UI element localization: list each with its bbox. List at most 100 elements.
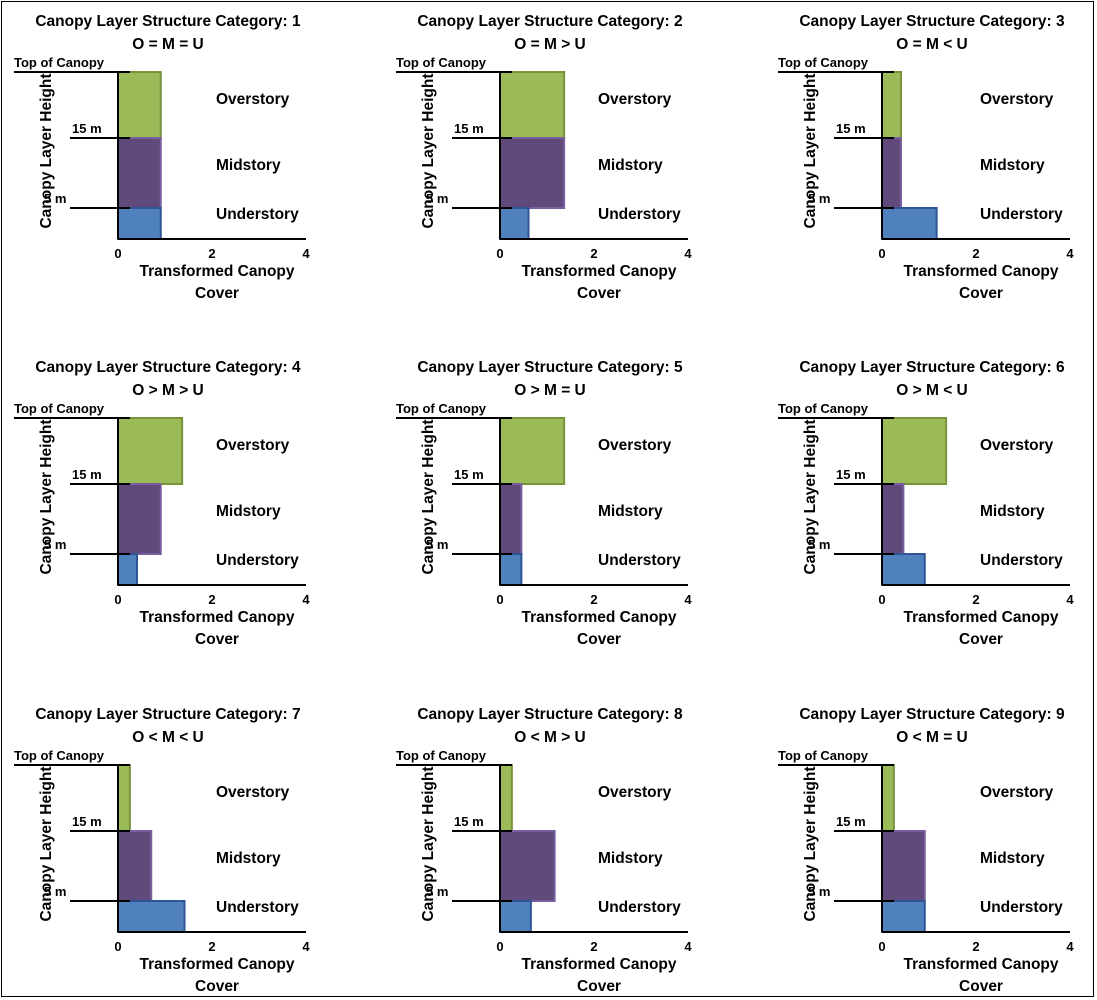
- layer-label-midstory: Midstory: [216, 157, 281, 174]
- layer-label-overstory: Overstory: [980, 91, 1054, 108]
- layer-label-overstory: Overstory: [980, 437, 1054, 454]
- x-tick-label: 2: [972, 592, 979, 607]
- x-tick-label: 4: [1066, 592, 1074, 607]
- understory-bar: [117, 553, 138, 586]
- layer-label-midstory: Midstory: [216, 503, 281, 520]
- height-tick-label: 15 m: [72, 121, 102, 136]
- x-axis-label: Transformed Canopy Cover: [521, 956, 676, 995]
- overstory-bar: [117, 71, 162, 139]
- overstory-bar: [499, 417, 566, 485]
- layer-label-understory: Understory: [598, 206, 681, 223]
- height-tick-label: 5 m: [426, 537, 448, 552]
- midstory-bar: [881, 137, 902, 209]
- layer-label-overstory: Overstory: [598, 91, 672, 108]
- height-tick-label: 15 m: [454, 814, 484, 829]
- height-tick-label: 5 m: [426, 191, 448, 206]
- overstory-bar: [499, 71, 566, 139]
- x-tick-label: 2: [208, 592, 215, 607]
- height-tick-label: 5 m: [808, 537, 830, 552]
- understory-bar: [499, 207, 530, 240]
- layer-label-midstory: Midstory: [980, 157, 1045, 174]
- x-tick-label: 4: [302, 592, 310, 607]
- x-axis-label: Transformed Canopy Cover: [139, 609, 294, 648]
- layer-label-midstory: Midstory: [216, 850, 281, 867]
- height-tick-label: 15 m: [836, 814, 866, 829]
- height-tick-label: 15 m: [836, 467, 866, 482]
- height-tick-label: 5 m: [44, 191, 66, 206]
- understory-bar: [881, 553, 926, 586]
- chart-title: Canopy Layer Structure Category: 2: [417, 13, 682, 30]
- height-tick-label: 5 m: [426, 884, 448, 899]
- y-axis-label: Canopy Layer Height: [420, 419, 437, 574]
- y-axis-label: Canopy Layer Height: [420, 766, 437, 921]
- layer-label-overstory: Overstory: [216, 91, 290, 108]
- chart-subtitle: O = M = U: [132, 36, 204, 53]
- chart-title: Canopy Layer Structure Category: 9: [799, 706, 1065, 723]
- layer-label-understory: Understory: [980, 206, 1063, 223]
- x-axis-label: Transformed Canopy Cover: [903, 956, 1058, 995]
- x-tick-label: 4: [684, 592, 692, 607]
- layer-label-overstory: Overstory: [598, 437, 672, 454]
- layer-label-overstory: Overstory: [980, 784, 1054, 801]
- midstory-bar: [117, 483, 162, 555]
- height-tick-label: Top of Canopy: [778, 401, 869, 416]
- x-tick-label: 2: [208, 246, 215, 261]
- x-tick-label: 0: [496, 939, 503, 954]
- y-axis-label: Canopy Layer Height: [38, 766, 55, 921]
- x-axis-label: Transformed Canopy Cover: [521, 263, 676, 302]
- x-tick-label: 2: [590, 592, 597, 607]
- layer-label-understory: Understory: [216, 899, 299, 916]
- height-tick-label: Top of Canopy: [778, 55, 869, 70]
- chart-title: Canopy Layer Structure Category: 4: [35, 359, 301, 376]
- chart-title: Canopy Layer Structure Category: 5: [417, 359, 683, 376]
- height-tick-label: Top of Canopy: [14, 401, 105, 416]
- y-axis-label: Canopy Layer Height: [38, 419, 55, 574]
- layer-label-midstory: Midstory: [598, 157, 663, 174]
- y-axis-label: Canopy Layer Height: [420, 73, 437, 228]
- x-tick-label: 4: [302, 246, 310, 261]
- x-tick-label: 2: [208, 939, 215, 954]
- chart-title: Canopy Layer Structure Category: 3: [799, 13, 1065, 30]
- layer-label-overstory: Overstory: [216, 784, 290, 801]
- layer-label-understory: Understory: [980, 552, 1063, 569]
- overstory-bar: [881, 417, 948, 485]
- x-axis-label: Transformed Canopy Cover: [903, 263, 1058, 302]
- overstory-bar: [881, 71, 902, 139]
- height-tick-label: 15 m: [836, 121, 866, 136]
- height-tick-label: Top of Canopy: [396, 55, 487, 70]
- x-tick-label: 4: [1066, 246, 1074, 261]
- x-tick-label: 4: [684, 246, 692, 261]
- layer-label-midstory: Midstory: [980, 503, 1045, 520]
- height-tick-label: Top of Canopy: [778, 748, 869, 763]
- midstory-bar: [881, 830, 926, 902]
- height-tick-label: Top of Canopy: [14, 55, 105, 70]
- x-tick-label: 4: [1066, 939, 1074, 954]
- understory-bar: [499, 900, 532, 933]
- x-tick-label: 0: [878, 246, 885, 261]
- chart-subtitle: O > M < U: [896, 382, 968, 399]
- layer-label-midstory: Midstory: [598, 850, 663, 867]
- midstory-bar: [499, 830, 556, 902]
- chart-title: Canopy Layer Structure Category: 7: [35, 706, 300, 723]
- chart-title: Canopy Layer Structure Category: 6: [799, 359, 1065, 376]
- x-tick-label: 4: [684, 939, 692, 954]
- chart-subtitle: O < M < U: [132, 729, 204, 746]
- layer-label-overstory: Overstory: [216, 437, 290, 454]
- x-tick-label: 0: [496, 246, 503, 261]
- layer-label-understory: Understory: [216, 206, 299, 223]
- chart-subtitle: O > M > U: [132, 382, 204, 399]
- height-tick-label: 15 m: [72, 467, 102, 482]
- y-axis-label: Canopy Layer Height: [802, 766, 819, 921]
- height-tick-label: 15 m: [72, 814, 102, 829]
- height-tick-label: 5 m: [44, 884, 66, 899]
- chart-subtitle: O = M < U: [896, 36, 968, 53]
- layer-label-understory: Understory: [980, 899, 1063, 916]
- height-tick-label: Top of Canopy: [396, 401, 487, 416]
- midstory-bar: [117, 830, 153, 902]
- x-axis-label: Transformed Canopy Cover: [521, 609, 676, 648]
- understory-bar: [881, 207, 938, 240]
- height-tick-label: Top of Canopy: [14, 748, 105, 763]
- y-axis-label: Canopy Layer Height: [38, 73, 55, 228]
